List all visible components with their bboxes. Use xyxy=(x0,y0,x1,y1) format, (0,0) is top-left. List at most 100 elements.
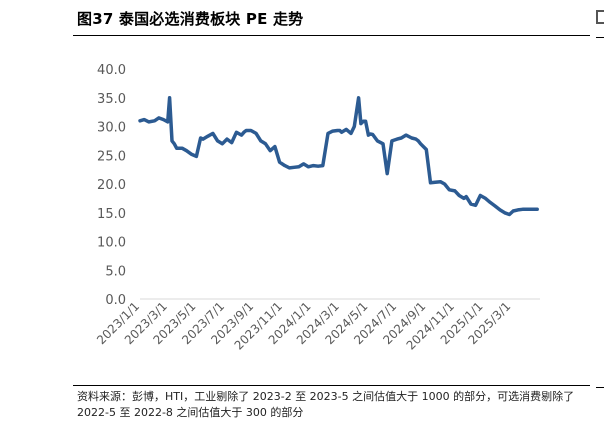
pe-data-point xyxy=(312,164,315,167)
series-layer xyxy=(138,96,539,217)
pe-data-point xyxy=(386,172,389,175)
pe-data-point xyxy=(326,132,330,135)
pe-data-point xyxy=(307,165,310,168)
title-divider xyxy=(73,35,590,36)
adjacent-figure-divider xyxy=(596,37,604,38)
pe-data-point xyxy=(293,166,296,169)
y-tick-label: 30.0 xyxy=(97,121,126,136)
pe-data-point xyxy=(429,181,432,184)
pe-data-point xyxy=(503,211,506,214)
pe-data-point xyxy=(206,135,209,138)
pe-data-point xyxy=(458,194,461,197)
pe-data-point xyxy=(508,213,511,216)
pe-data-point xyxy=(147,120,151,124)
pe-data-point xyxy=(297,165,301,168)
source-note: 资料来源：彭博，HTI，工业剔除了 2023-2 至 2023-5 之间估值大于… xyxy=(77,390,575,419)
pe-data-point xyxy=(425,148,428,151)
pe-data-point xyxy=(173,142,176,145)
pe-data-point xyxy=(168,96,171,100)
pe-data-point xyxy=(302,162,305,166)
y-tick-label: 40.0 xyxy=(97,63,126,78)
pe-data-point xyxy=(259,139,262,143)
pe-data-point xyxy=(170,139,174,143)
pe-data-point xyxy=(443,182,446,186)
adjacent-note-divider xyxy=(596,387,604,388)
adjacent-figure-edge xyxy=(596,10,604,24)
pe-data-point xyxy=(157,116,160,120)
pe-data-point xyxy=(175,147,178,150)
pe-data-point xyxy=(462,197,466,200)
pe-data-point xyxy=(353,125,356,128)
pe-data-point xyxy=(138,119,142,123)
y-axis: 0.0 5.0 10.0 15.0 20.0 25.0 30.0 35.0 40.0 xyxy=(97,63,126,308)
pe-data-point xyxy=(362,120,365,123)
pe-data-point xyxy=(153,119,156,123)
pe-data-point xyxy=(283,164,286,167)
pe-data-point xyxy=(359,122,363,125)
pe-data-point xyxy=(331,129,334,133)
pe-data-point xyxy=(465,195,468,198)
pe-data-point xyxy=(395,137,399,141)
pe-data-point xyxy=(211,132,215,135)
y-tick-label: 15.0 xyxy=(97,207,126,222)
pe-data-point xyxy=(484,197,487,200)
pe-data-point xyxy=(278,161,281,164)
pe-data-point xyxy=(340,131,343,134)
y-tick-label: 10.0 xyxy=(97,236,126,251)
pe-data-point xyxy=(536,208,539,211)
pe-data-point xyxy=(225,137,229,141)
pe-data-point xyxy=(230,141,233,144)
pe-data-point xyxy=(216,139,219,143)
pe-data-point xyxy=(439,180,442,183)
pe-data-point xyxy=(221,142,224,145)
pe-data-point xyxy=(419,142,422,145)
pe-data-point xyxy=(162,118,165,121)
y-tick-label: 35.0 xyxy=(97,92,126,107)
pe-data-point xyxy=(185,149,188,152)
pe-data-point xyxy=(199,136,202,140)
pe-data-point xyxy=(371,133,374,136)
pe-data-point xyxy=(338,129,341,132)
pe-data-point xyxy=(336,129,339,132)
pe-data-point xyxy=(512,209,515,213)
pe-series-line xyxy=(138,96,539,217)
pe-data-point xyxy=(498,208,502,212)
y-tick-label: 5.0 xyxy=(105,264,126,279)
pe-data-point xyxy=(321,164,324,167)
pe-data-point xyxy=(531,208,534,211)
pe-data-point xyxy=(479,194,482,197)
pe-data-point xyxy=(410,136,413,140)
pe-data-point xyxy=(254,132,258,135)
pe-data-point xyxy=(521,208,524,211)
pe-data-point xyxy=(240,133,243,137)
pe-data-point xyxy=(390,139,394,143)
y-tick-label: 25.0 xyxy=(97,149,126,164)
figure-title: 图37 泰国必选消费板块 PE 走势 xyxy=(77,10,304,28)
y-tick-label: 0.0 xyxy=(105,293,126,308)
pe-data-point xyxy=(448,188,451,191)
pe-data-point xyxy=(357,96,360,100)
note-divider xyxy=(73,385,590,386)
pe-data-point xyxy=(235,131,238,134)
pe-data-point xyxy=(469,202,473,206)
pe-data-point xyxy=(404,133,408,137)
pe-data-point xyxy=(364,120,367,123)
pe-data-point xyxy=(526,208,529,211)
pe-data-point xyxy=(400,136,403,140)
pe-data-point xyxy=(414,137,418,141)
pe-data-point xyxy=(249,129,253,132)
pe-data-point xyxy=(345,128,348,131)
pe-data-point xyxy=(264,142,267,145)
pe-data-point xyxy=(453,189,457,193)
pe-data-point xyxy=(381,142,385,145)
pe-data-point xyxy=(349,132,353,135)
pe-data-point xyxy=(195,155,198,158)
pe-data-point xyxy=(493,204,497,208)
pe-data-point xyxy=(369,132,372,136)
pe-data-point xyxy=(269,149,272,152)
pe-data-point xyxy=(166,120,169,124)
pe-data-point xyxy=(489,201,492,204)
pe-data-point xyxy=(190,152,193,156)
pe-data-point xyxy=(434,181,437,184)
pe-data-point xyxy=(516,208,520,212)
